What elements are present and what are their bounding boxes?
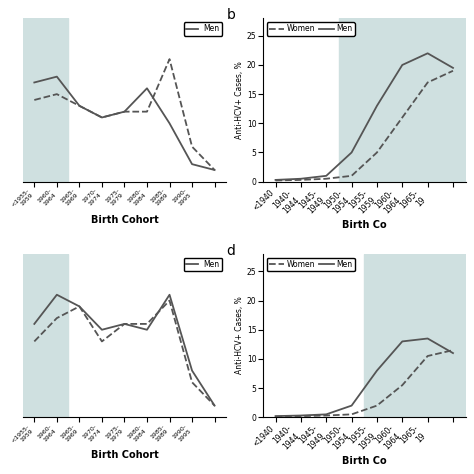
Bar	[364, 254, 465, 417]
X-axis label: Birth Co: Birth Co	[342, 456, 387, 465]
Y-axis label: Anti-HCV+ Cases, %: Anti-HCV+ Cases, %	[235, 61, 244, 139]
Legend: Women, Men: Women, Men	[267, 258, 355, 271]
Bar	[23, 18, 68, 182]
Y-axis label: Anti-HCV+ Cases, %: Anti-HCV+ Cases, %	[235, 297, 244, 374]
X-axis label: Birth Co: Birth Co	[342, 220, 387, 230]
Legend: Men: Men	[184, 22, 222, 36]
Text: b: b	[227, 9, 235, 22]
Bar	[339, 18, 465, 182]
Legend: Men: Men	[184, 258, 222, 271]
Bar	[23, 254, 68, 417]
X-axis label: Birth Cohort: Birth Cohort	[91, 215, 158, 225]
X-axis label: Birth Cohort: Birth Cohort	[91, 450, 158, 460]
Text: d: d	[227, 244, 235, 258]
Legend: Women, Men: Women, Men	[267, 22, 355, 36]
